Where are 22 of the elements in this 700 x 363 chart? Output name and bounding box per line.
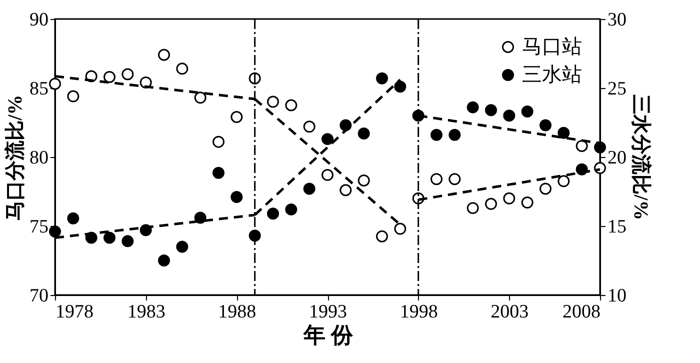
y-tick-label: 90 bbox=[30, 10, 48, 30]
y2-tick-label: 10 bbox=[608, 286, 626, 306]
y-tick-label: 70 bbox=[30, 286, 48, 306]
x-tick-label: 1993 bbox=[309, 302, 347, 322]
y2-tick-label: 20 bbox=[608, 148, 626, 168]
y2-tick-label: 25 bbox=[608, 78, 626, 100]
x-axis-title: 年 份 bbox=[302, 322, 354, 348]
y-tick-label: 75 bbox=[30, 216, 48, 238]
y2-axis-title: 三水分流比/% bbox=[630, 94, 652, 220]
x-tick-label: 1998 bbox=[400, 302, 438, 322]
y2-tick-label: 15 bbox=[608, 216, 626, 238]
legend-label: 三水站 bbox=[522, 64, 582, 86]
x-tick-label: 1978 bbox=[56, 302, 94, 322]
legend-label: 马口站 bbox=[522, 36, 582, 58]
x-tick-label: 2003 bbox=[490, 302, 529, 322]
x-tick-label: 1988 bbox=[218, 302, 256, 322]
x-tick-label: 2008 bbox=[562, 302, 600, 322]
y-axis-title: 马口分流比/% bbox=[4, 94, 26, 220]
y-tick-label: 80 bbox=[30, 148, 48, 168]
y-tick-label: 85 bbox=[30, 78, 48, 100]
x-tick-label: 1983 bbox=[127, 302, 166, 322]
y2-tick-label: 30 bbox=[608, 10, 626, 30]
